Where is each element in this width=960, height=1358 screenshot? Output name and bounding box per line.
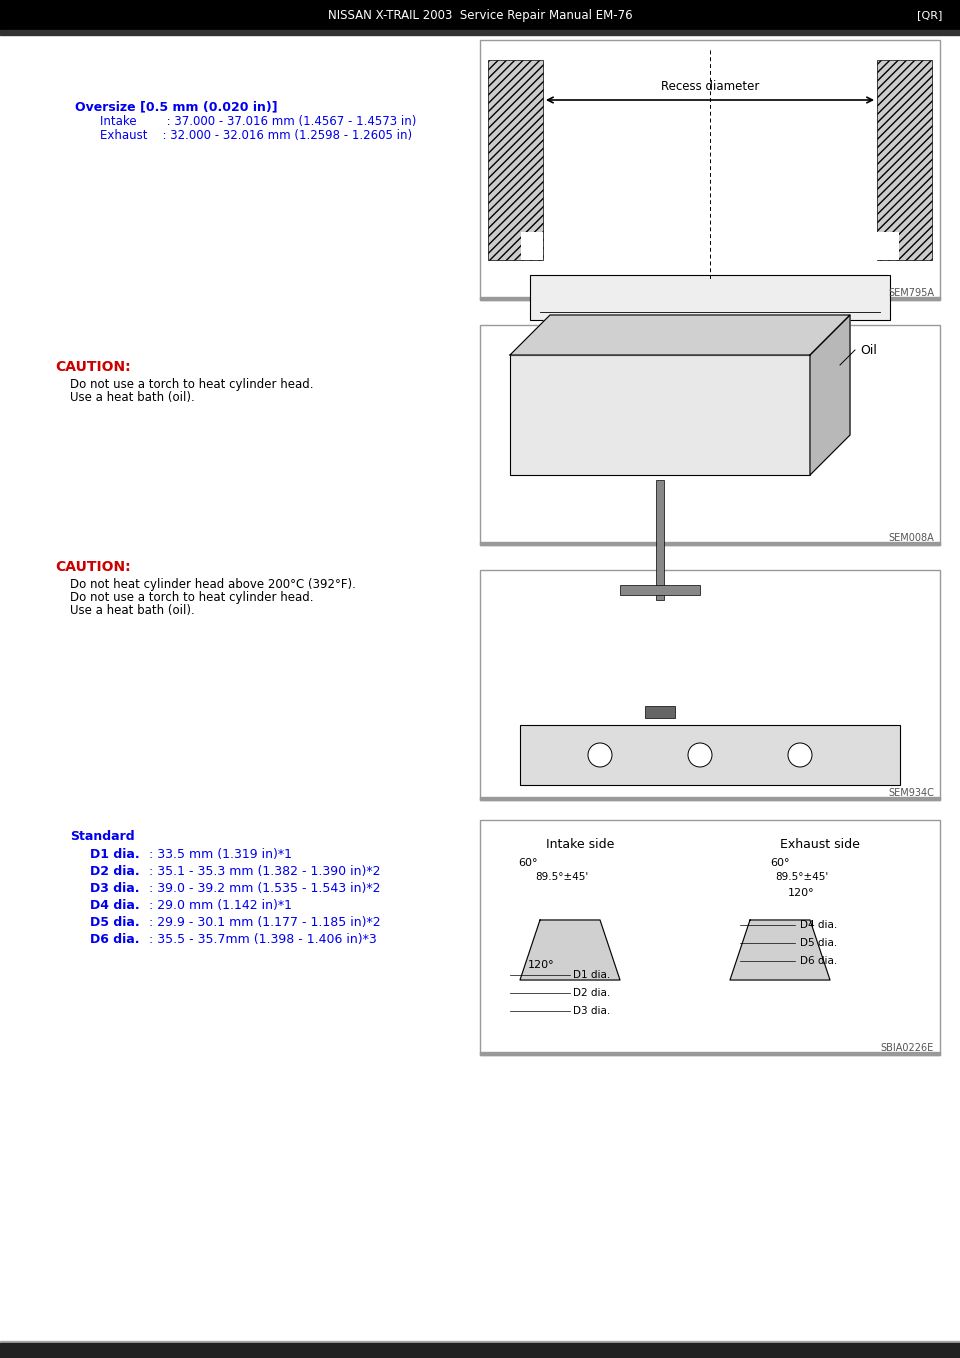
Bar [480,39,940,300]
Bar [521,232,543,259]
Text: SBIA0226E: SBIA0226E [880,1043,934,1052]
Text: NISSAN X-TRAIL 2003  Service Repair Manual EM-76: NISSAN X-TRAIL 2003 Service Repair Manua… [327,8,633,22]
Circle shape [788,743,812,767]
Text: 60°: 60° [770,858,789,868]
Text: Use a heat bath (oil).: Use a heat bath (oil). [70,604,195,617]
Bar [530,276,890,320]
Bar [480,542,940,545]
Bar [480,297,940,300]
Text: D6 dia.: D6 dia. [90,933,139,947]
Polygon shape [520,919,620,980]
Bar [480,570,940,800]
Text: Standard: Standard [70,830,134,843]
Text: D1 dia.: D1 dia. [90,847,139,861]
Text: [QR]: [QR] [918,10,943,20]
Text: Intake side: Intake side [546,838,614,851]
Polygon shape [510,315,850,354]
Text: D3 dia.: D3 dia. [90,881,139,895]
Bar [877,232,899,259]
Text: Do not use a torch to heat cylinder head.: Do not use a torch to heat cylinder head… [70,378,314,391]
Text: Intake        : 37.000 - 37.016 mm (1.4567 - 1.4573 in): Intake : 37.000 - 37.016 mm (1.4567 - 1.… [100,115,417,128]
Text: D2 dia.: D2 dia. [90,865,139,879]
Text: Recess diameter: Recess diameter [660,80,759,92]
Text: D1 dia.: D1 dia. [573,970,611,980]
Bar [0,0,960,30]
Text: www.carmanualsonline.info: www.carmanualsonline.info [394,1355,566,1358]
Bar [0,30,960,35]
Polygon shape [810,315,850,475]
Bar [520,725,900,785]
Text: : 33.5 mm (1.319 in)*1: : 33.5 mm (1.319 in)*1 [145,847,292,861]
Text: Do not heat cylinder head above 200°C (392°F).: Do not heat cylinder head above 200°C (3… [70,579,356,591]
Text: D5 dia.: D5 dia. [90,917,139,929]
Bar [656,479,664,600]
Bar [480,325,940,545]
Text: Oil: Oil [860,344,876,357]
Text: SEM934C: SEM934C [888,788,934,799]
Text: SEM795A: SEM795A [888,288,934,297]
Text: 60°: 60° [518,858,538,868]
Bar [480,820,940,1055]
Text: CAUTION:: CAUTION: [55,360,131,373]
Text: : 35.1 - 35.3 mm (1.382 - 1.390 in)*2: : 35.1 - 35.3 mm (1.382 - 1.390 in)*2 [145,865,380,879]
Text: D6 dia.: D6 dia. [800,956,837,966]
Bar [0,1343,960,1358]
Bar [620,585,700,595]
Text: D4 dia.: D4 dia. [800,919,837,930]
Text: D5 dia.: D5 dia. [800,938,837,948]
Bar [480,1052,940,1055]
Text: SEM008A: SEM008A [888,532,934,543]
Bar [480,797,940,800]
Text: : 29.9 - 30.1 mm (1.177 - 1.185 in)*2: : 29.9 - 30.1 mm (1.177 - 1.185 in)*2 [145,917,380,929]
Circle shape [588,743,612,767]
Text: Do not use a torch to heat cylinder head.: Do not use a torch to heat cylinder head… [70,591,314,604]
Circle shape [688,743,712,767]
Bar [510,354,810,475]
Text: D3 dia.: D3 dia. [573,1006,611,1016]
Bar [645,706,675,718]
Text: 120°: 120° [528,960,555,970]
Text: Use a heat bath (oil).: Use a heat bath (oil). [70,391,195,403]
Text: : 29.0 mm (1.142 in)*1: : 29.0 mm (1.142 in)*1 [145,899,292,913]
Text: : 35.5 - 35.7mm (1.398 - 1.406 in)*3: : 35.5 - 35.7mm (1.398 - 1.406 in)*3 [145,933,376,947]
Text: D2 dia.: D2 dia. [573,989,611,998]
Bar [877,60,932,259]
Text: Exhaust side: Exhaust side [780,838,860,851]
Bar [0,1340,960,1343]
Bar [488,60,543,259]
Text: 89.5°±45': 89.5°±45' [535,872,588,881]
Text: Exhaust    : 32.000 - 32.016 mm (1.2598 - 1.2605 in): Exhaust : 32.000 - 32.016 mm (1.2598 - 1… [100,129,412,143]
Text: Oversize [0.5 mm (0.020 in)]: Oversize [0.5 mm (0.020 in)] [75,100,277,113]
Polygon shape [730,919,830,980]
Text: 120°: 120° [788,888,815,898]
Text: : 39.0 - 39.2 mm (1.535 - 1.543 in)*2: : 39.0 - 39.2 mm (1.535 - 1.543 in)*2 [145,881,380,895]
Text: D4 dia.: D4 dia. [90,899,139,913]
Text: CAUTION:: CAUTION: [55,559,131,574]
Text: 89.5°±45': 89.5°±45' [775,872,828,881]
